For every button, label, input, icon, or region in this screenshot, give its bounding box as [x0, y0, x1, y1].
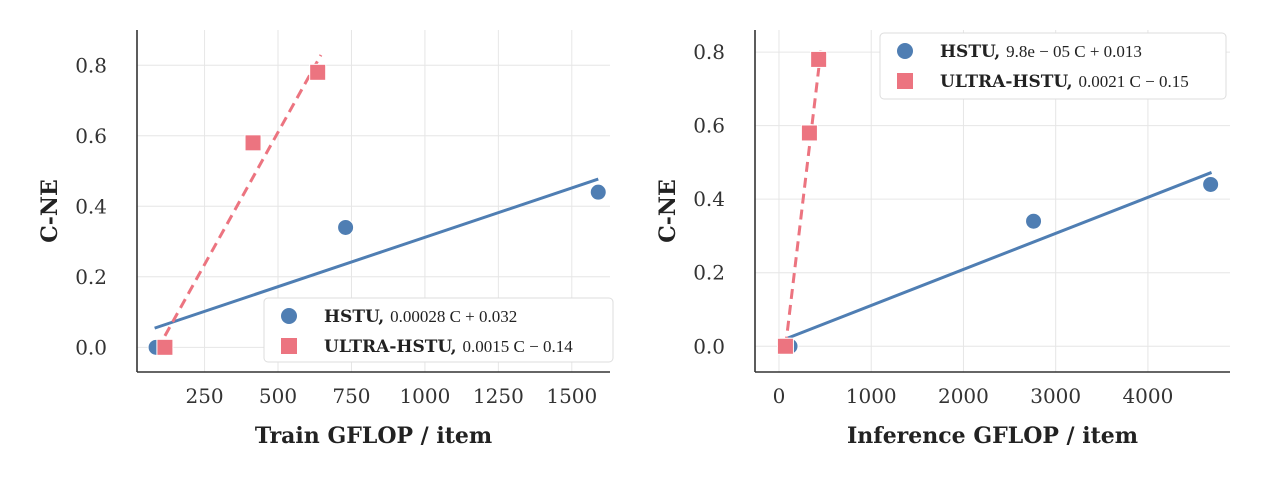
chart2-legend-ultra-name: ULTRA-HSTU, [940, 72, 1079, 92]
chart1-legend-hstu-marker [281, 308, 297, 324]
chart2-x-tick-label: 1000 [846, 384, 897, 408]
chart1-y-tick-label: 0.8 [75, 53, 107, 77]
chart1-x-tick-label: 250 [185, 384, 223, 408]
chart1-ultra-point [309, 63, 327, 81]
chart2-legend-hstu-label: HSTU, 9.8e − 05 C + 0.013 [940, 42, 1142, 62]
chart1-legend-hstu-name: HSTU, [324, 307, 390, 327]
chart2-y-tick-label: 0.4 [693, 187, 725, 211]
chart1-x-tick-label: 750 [332, 384, 370, 408]
chart1-plot: 250 500 750 1000 1250 1500 0.0 0.2 0.4 0.6 0.8 Trai… [37, 30, 614, 449]
chart1-y-tick-label: 0.2 [75, 265, 107, 289]
chart2-ultra-point [810, 50, 828, 68]
chart1-hstu-fit-line [154, 177, 599, 330]
chart2-legend-hstu-marker [897, 43, 913, 59]
chart2-y-tick-label: 0.0 [693, 334, 725, 358]
chart1-y-tick-label: 0.0 [75, 335, 107, 359]
chart2-ultra-fit-line [784, 49, 823, 347]
chart1-y-axis-label: C-NE [37, 179, 63, 243]
chart1-ultra-fit-line [163, 54, 323, 337]
chart2-legend-ultra-marker [897, 73, 913, 89]
chart2-legend-ultra-label: ULTRA-HSTU, 0.0021 C − 0.15 [940, 72, 1189, 92]
chart2-hstu-point [1025, 212, 1043, 230]
chart2-y-axis-label: C-NE [655, 179, 681, 243]
chart1-hstu-point [337, 218, 355, 236]
chart2-y-tick-label: 0.8 [693, 40, 725, 64]
chart1-x-axis-label: Train GFLOP / item [255, 423, 492, 449]
chart2-x-tick-label: 0 [773, 384, 786, 408]
chart1-ultra-point [244, 134, 262, 152]
chart1-x-tick-label: 1000 [399, 384, 450, 408]
chart2-x-tick-label: 4000 [1122, 384, 1173, 408]
chart1-legend-box [263, 297, 614, 363]
chart1-y-tick-label: 0.6 [75, 124, 107, 148]
chart2-y-tick-label: 0.2 [693, 261, 725, 285]
chart1-ultra-point [156, 338, 174, 356]
chart1-legend-ultra-marker [281, 338, 297, 354]
chart2-legend: HSTU, 9.8e − 05 C + 0.013 ULTRA-HSTU, 0.0… [879, 32, 1227, 100]
chart2-legend-ultra-equation: 0.0021 C − 0.15 [1079, 72, 1189, 91]
chart2-legend-hstu-equation: 9.8e − 05 C + 0.013 [1006, 42, 1142, 61]
chart1-legend: HSTU, 0.00028 C + 0.032 ULTRA-HSTU, 0.001… [263, 297, 614, 363]
chart2-hstu-point [1202, 175, 1220, 193]
chart2-x-tick-label: 3000 [1030, 384, 1081, 408]
chart2-x-axis-label: Inference GFLOP / item [847, 423, 1138, 449]
chart2-x-tick-label: 2000 [938, 384, 989, 408]
chart1-x-tick-label: 500 [259, 384, 297, 408]
chart1-legend-hstu-equation: 0.00028 C + 0.032 [390, 307, 517, 326]
chart2-hstu-fit-line [786, 171, 1213, 340]
chart1-legend-ultra-label: ULTRA-HSTU, 0.0015 C − 0.14 [324, 337, 573, 357]
chart1-legend-ultra-name: ULTRA-HSTU, [324, 337, 463, 357]
chart2-ultra-point [800, 124, 818, 142]
chart1-legend-hstu-label: HSTU, 0.00028 C + 0.032 [324, 307, 517, 327]
chart1-y-tick-label: 0.4 [75, 194, 107, 218]
chart1-x-tick-label: 1250 [473, 384, 524, 408]
chart2-legend-box [879, 32, 1227, 100]
chart2-plot: 0 1000 2000 3000 4000 0.0 0.2 0.4 0.6 0.8 Inferenc… [655, 30, 1230, 449]
chart2-ultra-point [776, 337, 794, 355]
chart1-legend-ultra-equation: 0.0015 C − 0.14 [463, 337, 574, 356]
chart1-x-tick-label: 1500 [546, 384, 597, 408]
chart1-hstu-point [589, 183, 607, 201]
chart2-y-tick-label: 0.6 [693, 114, 725, 138]
chart2-legend-hstu-name: HSTU, [940, 42, 1006, 62]
